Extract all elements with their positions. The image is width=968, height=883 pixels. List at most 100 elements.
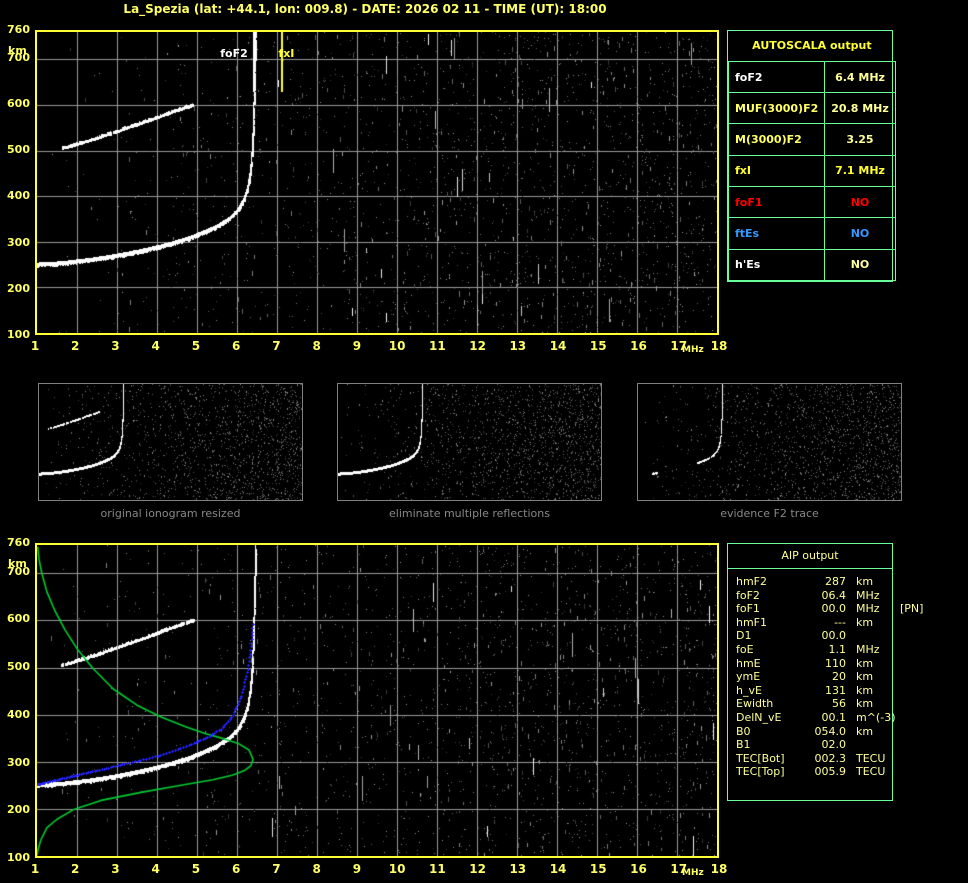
autoscala-row: M(3000)F2 3.25 [727, 123, 896, 156]
y-tick-400: 400 [7, 189, 30, 203]
x-tick-8: 8 [312, 339, 321, 353]
aip-row-hmf1: hmF1 --- km [736, 615, 874, 629]
x-tick-18: 18 [710, 862, 728, 876]
autoscala-title: AUTOSCALA output [728, 31, 896, 62]
x-tick-12: 12 [469, 339, 486, 353]
thumbnail-caption-1: eliminate multiple reflections [389, 507, 550, 520]
x-tick-10: 10 [388, 339, 406, 353]
x-tick-15: 15 [589, 339, 607, 353]
y-tick-300: 300 [7, 755, 30, 769]
aip-row-delnve: DelN_vE 00.1 m^(-3) [736, 710, 896, 724]
y-tick-500: 500 [7, 143, 30, 157]
aip-panel-title: AIP output [728, 544, 892, 569]
main-ionogram-plot [35, 30, 719, 335]
x-tick-7: 7 [272, 862, 281, 876]
thumbnail-evidence-f2-trace [637, 383, 902, 501]
main-ionogram-canvas [37, 32, 717, 333]
autoscala-row: foF1 NO [727, 186, 896, 219]
autoscala-key-ftes: ftEs [727, 217, 826, 250]
aip-output-panel: AIP output hmF2 287 km foF2 06.4 MHz foF1 00.0 M… [727, 543, 924, 801]
autoscala-key-fof2: foF2 [727, 60, 826, 94]
x-tick-6: 6 [231, 339, 241, 353]
x-axis-unit: MHz [682, 345, 704, 355]
thumbnail-canvas-1 [338, 384, 601, 500]
aip-profile-canvas [37, 545, 717, 856]
thumbnail-canvas-0 [39, 384, 302, 500]
autoscala-value-fxi: 7.1 MHz [824, 154, 896, 188]
y-tick-100: 100 [7, 851, 30, 864]
x-tick-12: 12 [469, 862, 486, 876]
aip-row-tecbot: TEC[Bot] 002.3 TECU [736, 751, 886, 765]
x-tick-6: 6 [231, 862, 241, 876]
x-tick-13: 13 [509, 862, 527, 876]
y-tick-600: 600 [7, 96, 30, 110]
aip-row-fof1: foF1 00.0 MHz [PN] [736, 602, 924, 616]
aip-rows: hmF2 287 km foF2 06.4 MHz foF1 00.0 MHz [PN] hmF1-… [728, 569, 924, 783]
autoscala-value-muf3000f2: 20.8 MHz [824, 92, 896, 125]
x-tick-18: 18 [710, 339, 728, 353]
aip-row-foe: foE 1.1 MHz [736, 642, 880, 656]
x-tick-9: 9 [352, 339, 362, 353]
x-axis-unit: MHz [682, 868, 704, 878]
aip-row-hme: hmE 110 km [736, 656, 874, 670]
autoscala-key-muf3000f2: MUF(3000)F2 [727, 92, 826, 125]
marker-label-fxi: fxI [278, 47, 295, 60]
aip-row-yme: ymE 20 km [736, 670, 874, 684]
y-tick-400: 400 [7, 707, 30, 721]
x-tick-17: 17 [670, 339, 688, 353]
thumbnail-original-ionogram-resized [38, 383, 303, 501]
autoscala-row: ftEs NO [727, 217, 896, 250]
x-tick-2: 2 [71, 339, 80, 353]
autoscala-key-m3000f2: M(3000)F2 [727, 123, 826, 156]
x-tick-4: 4 [151, 862, 160, 876]
y-tick-200: 200 [7, 281, 30, 295]
page-title: La_Spezia (lat: +44.1, lon: 009.8) - DAT… [123, 2, 607, 16]
thumbnail-canvas-2 [638, 384, 901, 500]
autoscala-value-m3000f2: 3.25 [824, 123, 896, 156]
aip-row-ewidth: Ewidth 56 km [736, 697, 874, 711]
x-tick-11: 11 [428, 339, 446, 353]
x-tick-16: 16 [630, 339, 647, 353]
aip-row-b0: B0 054.0 km [736, 724, 874, 738]
x-tick-13: 13 [509, 339, 527, 353]
aip-row-tectop: TEC[Top] 005.9 TECU [736, 765, 886, 779]
x-tick-2: 2 [71, 862, 80, 876]
thumbnail-caption-2: evidence F2 trace [720, 507, 819, 520]
autoscala-output-panel: AUTOSCALA output foF2 6.4 MHz MUF(3000)F2 20… [727, 30, 896, 282]
autoscala-value-fof1: NO [824, 186, 896, 219]
x-tick-1: 1 [30, 862, 40, 876]
thumbnail-eliminate-multiple-reflections [337, 383, 602, 501]
aip-row-d1: D1 00.0 [736, 629, 846, 643]
autoscala-key-fxi: fxI [727, 154, 826, 188]
x-tick-5: 5 [191, 862, 201, 876]
y-axis-unit: km [8, 557, 27, 570]
marker-label-fof2: foF2 [220, 47, 248, 60]
y-tick-600: 600 [7, 612, 30, 626]
x-tick-5: 5 [191, 339, 201, 353]
x-tick-8: 8 [312, 862, 321, 876]
aip-row-fof2: foF2 06.4 MHz [736, 588, 880, 602]
autoscala-row: foF2 6.4 MHz [727, 60, 896, 94]
x-tick-15: 15 [589, 862, 607, 876]
x-tick-1: 1 [30, 339, 40, 353]
y-tick-500: 500 [7, 660, 30, 674]
y-tick-200: 200 [7, 803, 30, 817]
aip-profile-plot [35, 543, 719, 858]
x-tick-3: 3 [111, 339, 120, 353]
autoscala-value-fof2: 6.4 MHz [824, 60, 896, 94]
y-tick-700: 700 [7, 564, 30, 578]
aip-row-b1: B1 02.0 [736, 738, 846, 752]
y-tick-700: 700 [7, 50, 30, 64]
autoscala-table: AUTOSCALA output foF2 6.4 MHz MUF(3000)F2 20… [727, 31, 896, 282]
autoscala-value-ftes: NO [824, 217, 896, 250]
x-tick-16: 16 [630, 862, 647, 876]
x-tick-11: 11 [428, 862, 446, 876]
x-tick-7: 7 [272, 339, 281, 353]
autoscala-row: h'Es NO [727, 248, 896, 282]
y-axis-unit: km [8, 44, 27, 57]
y-tick-760: 760 [7, 536, 30, 549]
y-tick-760: 760 [7, 23, 30, 36]
autoscala-value-hes: NO [824, 248, 896, 282]
y-tick-100: 100 [7, 328, 30, 341]
autoscala-row: fxI 7.1 MHz [727, 154, 896, 188]
